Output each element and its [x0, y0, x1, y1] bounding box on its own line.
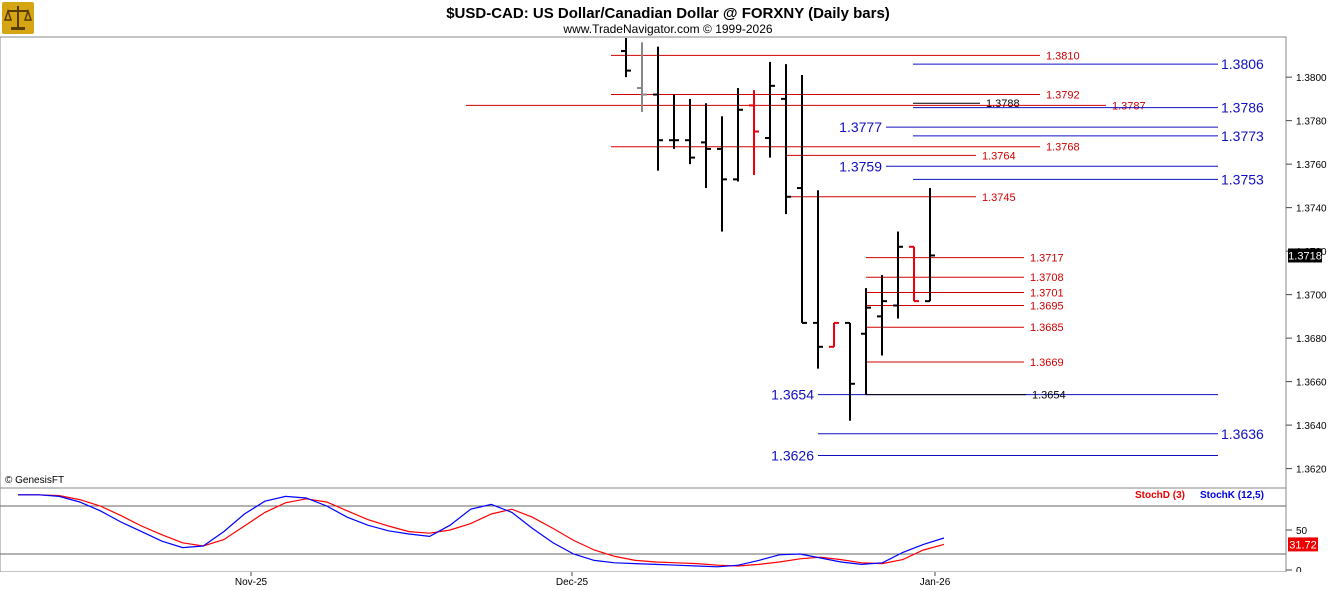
scales-of-justice-icon [2, 2, 34, 34]
stochk-legend: StochK (12,5) [1200, 490, 1264, 501]
stoch-series-line [18, 494, 945, 567]
last-price-label: 1.3718 [1288, 250, 1322, 262]
stochastic-panel: 50 0 StochD (3) StochK (12,5) 31.72 [0, 487, 1318, 577]
level-label: 1.3753 [1221, 171, 1264, 187]
level-label: 1.3669 [1030, 357, 1064, 369]
stoch-axis: 50 0 [1286, 526, 1308, 577]
stoch-series-line [18, 494, 945, 568]
stoch-plot-frame [0, 487, 1287, 573]
price-tick-label: 1.3760 [1296, 160, 1327, 171]
level-label: 1.3701 [1030, 287, 1064, 299]
level-label: 1.3786 [1221, 100, 1264, 116]
level-label: 1.3708 [1030, 272, 1064, 284]
level-label: 1.3685 [1030, 322, 1064, 334]
level-label: 1.3654 [1032, 390, 1066, 402]
level-label: 1.3695 [1030, 300, 1064, 312]
level-label: 1.3717 [1030, 253, 1064, 265]
price-levels: 1.3810 1.3806 1.3792 1.3788 1.3787 1.3786 1.37… [466, 50, 1264, 464]
level-label: 1.3764 [982, 150, 1016, 162]
level-label: 1.3787 [1112, 100, 1146, 112]
price-tick-label: 1.3740 [1296, 204, 1327, 215]
date-tick-label: Nov-25 [235, 577, 268, 588]
level-label: 1.3636 [1221, 426, 1264, 442]
price-axis-background [1286, 37, 1336, 488]
price-plot-frame [0, 36, 1287, 489]
level-label: 1.3788 [986, 98, 1020, 110]
chart-title: $USD-CAD: US Dollar/Canadian Dollar @ FO… [446, 5, 890, 22]
date-tick-label: Dec-25 [556, 577, 589, 588]
level-label: 1.3768 [1046, 142, 1080, 154]
stoch-last-label: 31.72 [1289, 539, 1317, 551]
last-price-tag: 1.3718 [1288, 248, 1322, 262]
price-tick-label: 1.3660 [1296, 378, 1327, 389]
stoch-lines [18, 494, 945, 568]
level-label: 1.3745 [982, 192, 1016, 204]
stoch-last-tag: 31.72 [1288, 537, 1318, 552]
stoch-tick-label: 50 [1296, 526, 1308, 537]
stoch-tick-label: 0 [1296, 566, 1302, 577]
level-label: 1.3654 [771, 387, 814, 403]
genesis-watermark: © GenesisFT [5, 475, 64, 486]
price-tick-label: 1.3620 [1296, 465, 1327, 476]
stochd-legend: StochD (3) [1135, 490, 1185, 501]
date-tick-label: Jan-26 [920, 577, 951, 588]
level-label: 1.3759 [839, 158, 882, 174]
level-label: 1.3777 [839, 119, 882, 135]
level-label: 1.3806 [1221, 56, 1264, 72]
price-tick-label: 1.3680 [1296, 334, 1327, 345]
level-label: 1.3773 [1221, 128, 1264, 144]
price-tick-label: 1.3800 [1296, 73, 1327, 84]
price-tick-label: 1.3700 [1296, 291, 1327, 302]
date-axis: Nov-25 Dec-25 Jan-26 [0, 572, 1336, 591]
price-panel: 1.38001.37801.37601.37401.37201.37001.36… [0, 36, 1336, 489]
chart-header: $USD-CAD: US Dollar/Canadian Dollar @ FO… [2, 2, 890, 36]
chart-subtitle: www.TradeNavigator.com © 1999-2026 [562, 22, 772, 36]
stoch-reference-lines [0, 505, 1286, 555]
level-label: 1.3626 [771, 448, 814, 464]
price-bars [621, 38, 935, 421]
level-label: 1.3810 [1046, 50, 1080, 62]
level-label: 1.3792 [1046, 90, 1080, 102]
price-tick-label: 1.3640 [1296, 421, 1327, 432]
price-tick-label: 1.3780 [1296, 117, 1327, 128]
